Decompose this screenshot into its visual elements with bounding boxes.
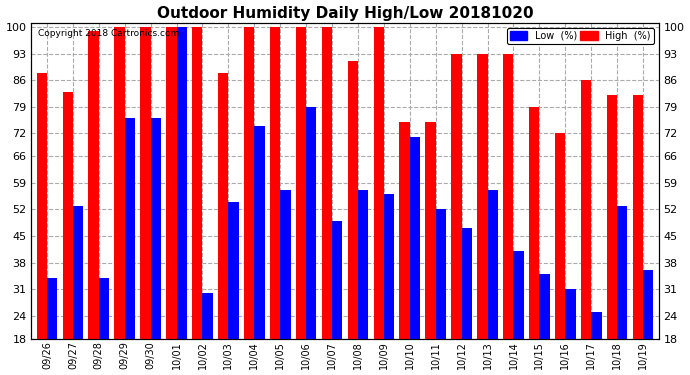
Bar [488, 190, 498, 375]
Bar [400, 122, 410, 375]
Bar [177, 27, 187, 375]
Bar [555, 134, 565, 375]
Bar [47, 278, 57, 375]
Bar [384, 194, 394, 375]
Bar [192, 27, 202, 375]
Bar [244, 27, 255, 375]
Bar [358, 190, 368, 375]
Bar [435, 209, 446, 375]
Bar [322, 27, 332, 375]
Bar [607, 95, 617, 375]
Text: Copyright 2018 Cartronics.com: Copyright 2018 Cartronics.com [38, 29, 179, 38]
Bar [228, 202, 239, 375]
Bar [529, 107, 540, 375]
Bar [280, 190, 290, 375]
Bar [581, 80, 591, 375]
Bar [540, 274, 550, 375]
Title: Outdoor Humidity Daily High/Low 20181020: Outdoor Humidity Daily High/Low 20181020 [157, 6, 533, 21]
Bar [633, 95, 643, 375]
Bar [218, 72, 228, 375]
Bar [73, 206, 83, 375]
Bar [617, 206, 627, 375]
Bar [591, 312, 602, 375]
Bar [115, 27, 125, 375]
Bar [513, 251, 524, 375]
Bar [88, 31, 99, 375]
Bar [140, 27, 150, 375]
Bar [410, 137, 420, 375]
Bar [503, 54, 513, 375]
Legend: Low  (%), High  (%): Low (%), High (%) [506, 28, 653, 44]
Bar [202, 293, 213, 375]
Bar [348, 61, 358, 375]
Bar [166, 27, 177, 375]
Bar [306, 107, 317, 375]
Bar [296, 27, 306, 375]
Bar [643, 270, 653, 375]
Bar [425, 122, 435, 375]
Bar [451, 54, 462, 375]
Bar [373, 27, 384, 375]
Bar [99, 278, 109, 375]
Bar [270, 27, 280, 375]
Bar [37, 72, 47, 375]
Bar [255, 126, 265, 375]
Bar [565, 289, 575, 375]
Bar [150, 118, 161, 375]
Bar [125, 118, 135, 375]
Bar [462, 228, 472, 375]
Bar [332, 221, 342, 375]
Bar [477, 54, 488, 375]
Bar [63, 92, 73, 375]
